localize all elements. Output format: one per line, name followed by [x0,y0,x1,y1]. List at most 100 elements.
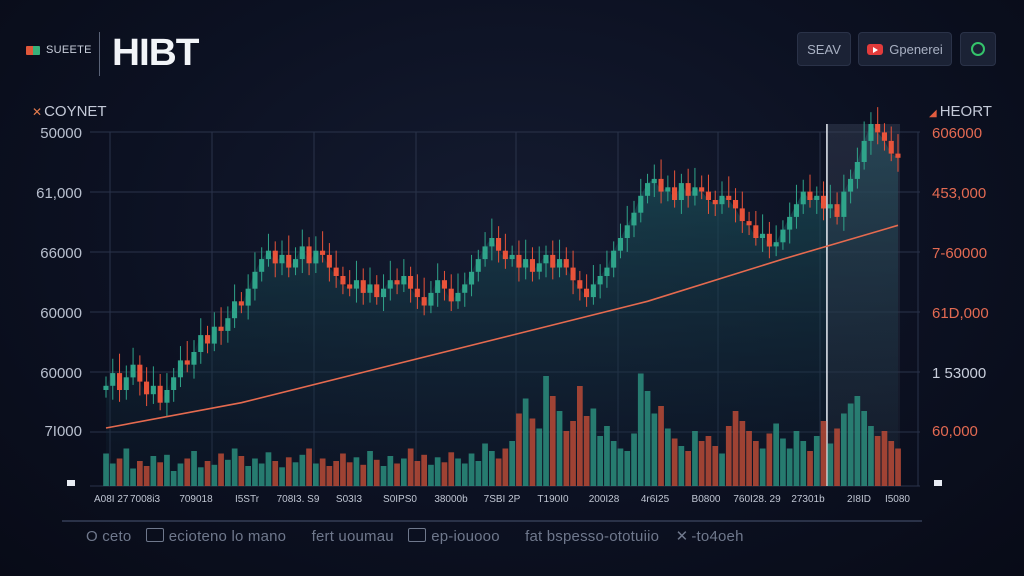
volume-bar-60 [509,441,515,486]
volume-bar-87 [692,431,698,486]
header-button-generate[interactable]: Gpenerei [858,32,952,66]
candle-body-112 [861,140,867,162]
candle-body-32 [320,250,326,255]
candle-body-40 [374,284,380,298]
y-tick-left-3: 60000 [40,305,82,322]
header-button-seav[interactable]: SEAV [797,32,851,66]
volume-bar-0 [103,453,109,486]
candle-body-34 [333,267,339,276]
footer-item-1: O ceto [86,528,132,545]
candle-body-58 [496,238,502,251]
volume-bar-98 [766,433,773,486]
candle-body-96 [753,225,759,238]
volume-bar-39 [367,451,373,486]
candle-body-44 [401,276,407,285]
x-tick-13: 760I28. 29 [733,494,781,505]
x-tick-11: 4r6I25 [641,494,670,505]
volume-bar-40 [373,459,380,487]
x-tick-9: T190I0 [537,494,569,505]
candle-body-61 [516,254,522,268]
volume-bar-82 [658,406,664,486]
candle-body-26 [279,254,285,264]
candle-body-62 [523,259,529,268]
header-button-circle[interactable] [960,32,996,66]
footer-item-3: fert uoumau [311,528,394,545]
candle-body-29 [299,246,305,260]
candle-body-1 [110,373,116,386]
footer-item-5: fat bspesso-ototuiio [525,528,660,545]
x-tick-12: B0800 [692,494,721,505]
candle-body-91 [719,195,725,205]
x-tick-5: S03I3 [336,494,363,505]
y-tick-left-0: 50000 [40,125,82,142]
candle-body-59 [502,250,508,260]
volume-bar-92 [725,426,732,486]
volume-bar-48 [428,464,434,487]
candle-body-15 [205,335,211,344]
candle-body-36 [347,284,353,289]
candle-body-104 [807,191,813,200]
volume-bar-34 [333,461,339,486]
cross-icon: ✕ [675,528,689,545]
volume-bar-116 [888,441,895,486]
candle-body-54 [469,271,475,285]
candle-body-18 [225,318,231,331]
footer-item-2: ecioteno lo mano [168,528,287,545]
volume-bar-47 [421,454,427,487]
left-panel-label: ✕ COYNET [32,103,107,120]
volume-bar-113 [868,426,874,486]
volume-bar-55 [475,461,482,486]
candle-body-2 [117,373,123,390]
volume-bar-105 [813,436,820,486]
volume-bar-72 [590,408,597,486]
card-icon [145,528,164,542]
candle-body-78 [631,212,637,226]
candle-body-41 [381,288,387,298]
candle-body-51 [448,288,454,302]
volume-bar-83 [665,428,671,486]
volume-bar-101 [786,448,793,486]
volume-bar-59 [502,448,509,486]
y-tick-right-5: 60,000 [932,423,978,440]
volume-bar-99 [773,423,779,486]
candle-body-87 [692,187,698,196]
volume-bar-95 [746,431,752,486]
grid-icon [408,528,427,542]
candle-body-99 [773,242,779,247]
candle-body-12 [184,360,190,365]
volume-bar-21 [245,466,251,486]
candle-body-0 [103,385,109,390]
y-tick-right-3: 61D,000 [932,305,989,322]
brand-small-text: SUEETE [46,44,92,56]
volume-bar-56 [482,443,488,486]
arrow-icon: ◢ [929,108,937,119]
x-tick-8: 7SBI 2P [484,494,521,505]
candle-body-73 [597,276,603,285]
volume-bar-15 [204,461,211,486]
volume-bar-96 [753,441,759,486]
trend-line [105,224,899,429]
volume-bar-44 [401,458,407,486]
candle-body-49 [435,280,441,293]
candle-body-70 [577,280,583,289]
volume-bar-64 [536,428,543,486]
volume-bar-45 [407,448,414,486]
volume-bar-24 [265,452,272,487]
volume-bar-79 [637,373,644,486]
volume-bar-18 [225,459,231,487]
y-tick-right-4: 1 53000 [932,365,986,382]
volume-bar-36 [346,462,353,487]
volume-bar-50 [441,462,448,487]
y-tick-right-0: 606000 [932,125,982,142]
x-tick-14: 27301b [791,494,825,505]
volume-bar-26 [279,467,285,487]
candle-body-72 [590,284,596,298]
scroll-strip[interactable] [62,520,922,522]
candle-body-52 [455,292,461,302]
footer-legend: O ceto ecioteno lo mano fert uoumau ep-i… [86,527,744,545]
volume-bar-32 [319,458,326,486]
volume-bar-61 [516,413,522,486]
volume-bar-30 [306,448,312,486]
volume-bar-58 [495,458,502,486]
